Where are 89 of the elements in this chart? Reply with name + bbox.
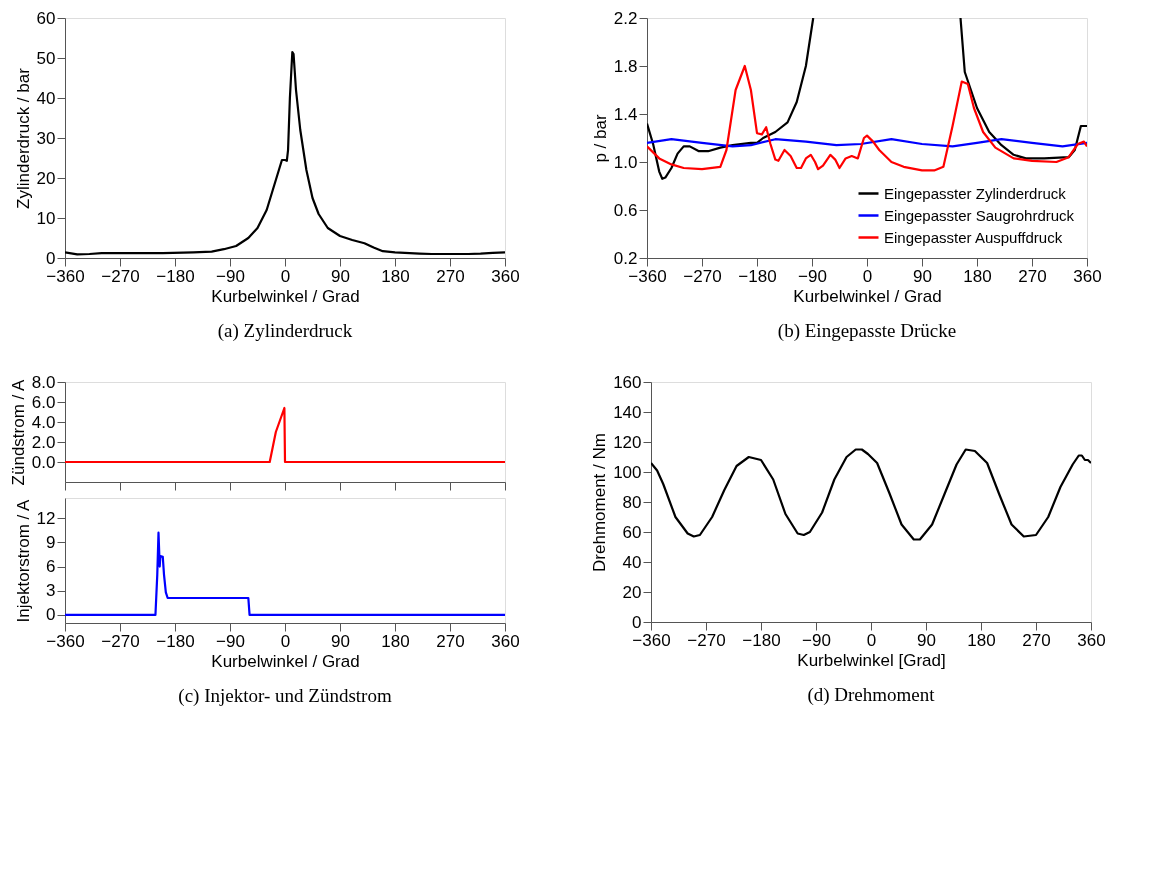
y-tick-label: 160 <box>613 372 642 392</box>
x-tick-label: 270 <box>436 631 465 651</box>
x-tick-label: −90 <box>798 266 827 286</box>
x-tick-label: −270 <box>683 266 722 286</box>
line-series <box>651 448 1091 541</box>
line-series <box>65 406 505 464</box>
x-tick-label: 270 <box>1018 266 1047 286</box>
x-tick-label: 270 <box>1022 630 1051 650</box>
x-tick-label: −270 <box>101 266 140 286</box>
x-tick-label: 180 <box>381 266 410 286</box>
x-tick-label: −90 <box>216 631 245 651</box>
y-tick-label: 140 <box>613 402 642 422</box>
legend-label: Eingepasster Zylinderdruck <box>884 184 1067 202</box>
text: (d) Drehmoment <box>807 684 936 706</box>
y-axis-title: Drehmoment / Nm <box>590 433 610 572</box>
x-tick-label: 180 <box>963 266 992 286</box>
y-tick-label: 100 <box>613 462 642 482</box>
x-tick-label: −180 <box>156 631 195 651</box>
y-tick-label: 50 <box>36 48 56 68</box>
y-tick-label: 0.6 <box>613 200 638 220</box>
x-tick-label: 90 <box>331 631 350 651</box>
y-tick-label: 20 <box>36 168 56 188</box>
x-tick-label: −270 <box>687 630 726 650</box>
x-tick-label: 180 <box>967 630 996 650</box>
x-tick-label: 360 <box>491 631 520 651</box>
line-series <box>65 531 505 617</box>
line-series <box>647 138 1087 148</box>
x-tick-label: 90 <box>331 266 350 286</box>
legend-label: Eingepasster Auspuffdruck <box>884 228 1063 246</box>
text: (a) Zylinderdruck <box>217 320 353 342</box>
x-tick-label: −360 <box>628 266 667 286</box>
y-tick-label: 1.0 <box>613 152 638 172</box>
x-tick-label: −90 <box>802 630 831 650</box>
x-axis-title: Kurbelwinkel / Grad <box>211 651 360 671</box>
x-tick-label: 270 <box>436 266 465 286</box>
y-tick-label: 8.0 <box>31 372 56 392</box>
y-tick-label: 2.2 <box>613 8 638 28</box>
x-tick-label: −180 <box>738 266 777 286</box>
x-axis-title: Kurbelwinkel [Grad] <box>797 650 946 670</box>
x-tick-label: 0 <box>866 630 877 650</box>
y-tick-label: 20 <box>622 582 642 602</box>
x-tick-label: 360 <box>1073 266 1102 286</box>
y-tick-label: 0 <box>46 605 56 625</box>
y-axis-title: Injektorstrom / A <box>13 498 33 623</box>
y-tick-label: 0 <box>46 248 56 268</box>
y-axis-title: p / bar <box>590 114 610 163</box>
x-tick-label: −180 <box>156 266 195 286</box>
y-axis-title: Zündstrom / A <box>8 378 28 486</box>
x-tick-label: −360 <box>46 631 85 651</box>
y-tick-label: 4.0 <box>31 412 56 432</box>
x-tick-label: 90 <box>913 266 932 286</box>
x-axis-title: Kurbelwinkel / Grad <box>793 286 942 306</box>
x-tick-label: −360 <box>632 630 671 650</box>
x-tick-label: 0 <box>280 266 291 286</box>
x-tick-label: 360 <box>491 266 520 286</box>
y-tick-label: 30 <box>36 128 56 148</box>
line-series <box>647 64 1087 172</box>
legend-label: Eingepasster Saugrohrdruck <box>884 206 1075 224</box>
x-tick-label: 0 <box>862 266 873 286</box>
y-tick-label: 120 <box>613 432 642 452</box>
x-tick-label: −360 <box>46 266 85 286</box>
y-tick-label: 9 <box>46 532 56 552</box>
x-tick-label: −90 <box>216 266 245 286</box>
y-tick-label: 40 <box>622 552 642 572</box>
y-tick-label: 12 <box>36 508 56 528</box>
x-tick-label: −180 <box>742 630 781 650</box>
y-tick-label: 60 <box>36 8 56 28</box>
x-tick-label: −270 <box>101 631 140 651</box>
text: (c) Injektor- und Zündstrom <box>178 685 392 707</box>
y-tick-label: 80 <box>622 492 642 512</box>
y-tick-label: 0 <box>632 612 642 632</box>
x-axis-title: Kurbelwinkel / Grad <box>211 286 360 306</box>
x-tick-label: 0 <box>280 631 291 651</box>
text: (b) Eingepasste Drücke <box>777 320 957 342</box>
y-tick-label: 1.8 <box>613 56 638 76</box>
x-tick-label: 90 <box>917 630 936 650</box>
y-tick-label: 0.0 <box>31 452 56 472</box>
y-tick-label: 1.4 <box>613 104 638 124</box>
y-tick-label: 6 <box>46 557 56 577</box>
y-tick-label: 40 <box>36 88 56 108</box>
y-tick-label: 2.0 <box>31 432 56 452</box>
y-tick-label: 10 <box>36 208 56 228</box>
x-tick-label: 180 <box>381 631 410 651</box>
x-tick-label: 360 <box>1077 630 1106 650</box>
y-tick-label: 6.0 <box>31 392 56 412</box>
y-tick-label: 3 <box>46 581 56 601</box>
y-tick-label: 0.2 <box>613 248 638 268</box>
y-tick-label: 60 <box>622 522 642 542</box>
y-axis-title: Zylinderdruck / bar <box>13 67 33 209</box>
